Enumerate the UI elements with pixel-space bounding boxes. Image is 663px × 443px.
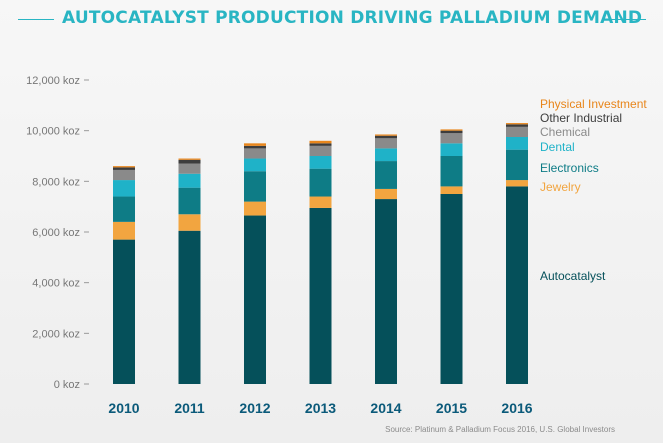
bar-segment-physical-investment	[309, 140, 332, 144]
x-category-label: 2012	[239, 400, 270, 416]
chart-title: AUTOCATALYST PRODUCTION DRIVING PALLADIU…	[62, 8, 643, 28]
bar-segment-chemical	[244, 148, 266, 159]
bar-segment-electronics	[113, 196, 135, 222]
y-tick-label: 10,000 koz	[26, 126, 80, 138]
bar-segment-chemical	[506, 126, 528, 137]
bar-segment-electronics	[375, 161, 397, 189]
title-row: AUTOCATALYST PRODUCTION DRIVING PALLADIU…	[0, 6, 663, 32]
legend-label-chemical: Chemical	[540, 125, 590, 139]
bar-segment-autocatalyst	[440, 194, 463, 384]
bar-segment-other-industrial	[113, 167, 135, 170]
bar-segment-jewelry	[244, 201, 266, 216]
bar-segment-other-industrial	[440, 130, 463, 134]
bar-segment-autocatalyst	[309, 207, 332, 384]
legend-label-autocatalyst: Autocatalyst	[540, 269, 606, 283]
x-category-label: 2014	[370, 400, 401, 416]
title-rule-left	[18, 19, 54, 20]
bar-segment-chemical	[375, 138, 397, 149]
source-note: Source: Platinum & Palladium Focus 2016,…	[385, 425, 615, 434]
bar-segment-dental	[113, 180, 135, 197]
title-rule-right	[608, 19, 646, 20]
bar-segment-dental	[375, 148, 397, 162]
bar-segment-physical-investment	[506, 123, 528, 125]
y-tick-label: 2,000 koz	[32, 328, 80, 340]
bar-segment-other-industrial	[178, 159, 201, 164]
y-tick-label: 0 koz	[54, 379, 80, 391]
y-tick-label: 8,000 koz	[32, 176, 80, 188]
bar-segment-other-industrial	[244, 145, 266, 149]
bar-segment-chemical	[113, 169, 135, 181]
x-category-label: 2011	[174, 400, 205, 416]
bar-segment-jewelry	[375, 188, 397, 200]
bar-segment-autocatalyst	[375, 199, 397, 384]
bar-segment-autocatalyst	[506, 186, 528, 384]
bar-segment-dental	[309, 156, 332, 169]
bar-segment-jewelry	[178, 214, 201, 231]
y-tick-label: 12,000 koz	[26, 75, 80, 87]
y-tick-label: 6,000 koz	[32, 227, 80, 239]
bar-segment-autocatalyst	[113, 239, 135, 384]
bar-segment-physical-investment	[440, 129, 463, 131]
bar-segment-dental	[440, 143, 463, 156]
bar-segment-jewelry	[309, 196, 332, 208]
bar-segment-physical-investment	[178, 158, 201, 160]
y-tick-label: 4,000 koz	[32, 278, 80, 290]
bar-segment-physical-investment	[113, 166, 135, 168]
bar-segment-jewelry	[113, 221, 135, 240]
bar-segment-autocatalyst	[244, 215, 266, 384]
x-category-label: 2013	[305, 400, 336, 416]
bar-segment-electronics	[440, 156, 463, 187]
bar-segment-other-industrial	[309, 143, 332, 146]
bar-segment-electronics	[506, 149, 528, 181]
bar-segment-other-industrial	[375, 135, 397, 139]
legend-label-electronics: Electronics	[540, 161, 599, 175]
legend-label-dental: Dental	[540, 140, 575, 154]
x-category-label: 2016	[501, 400, 532, 416]
bar-segment-jewelry	[440, 186, 463, 194]
bar-segment-other-industrial	[506, 124, 528, 127]
bar-segment-physical-investment	[244, 143, 266, 146]
legend-label-physical-investment: Physical Investment	[540, 97, 647, 111]
legend-label-other-industrial: Other Industrial	[540, 111, 622, 125]
legend-label-jewelry: Jewelry	[540, 180, 581, 194]
bar-segment-electronics	[244, 171, 266, 202]
bar-segment-dental	[178, 173, 201, 188]
bar-segment-chemical	[178, 163, 201, 174]
bar-segment-chemical	[309, 145, 332, 156]
bar-segment-jewelry	[506, 180, 528, 187]
bar-segment-autocatalyst	[178, 230, 201, 384]
x-category-label: 2010	[108, 400, 139, 416]
bar-segment-dental	[506, 137, 528, 150]
bar-segment-dental	[244, 158, 266, 172]
bar-segment-chemical	[440, 133, 463, 144]
bar-segment-electronics	[309, 168, 332, 197]
x-category-label: 2015	[436, 400, 467, 416]
bar-segment-physical-investment	[375, 134, 397, 136]
bar-segment-electronics	[178, 187, 201, 215]
